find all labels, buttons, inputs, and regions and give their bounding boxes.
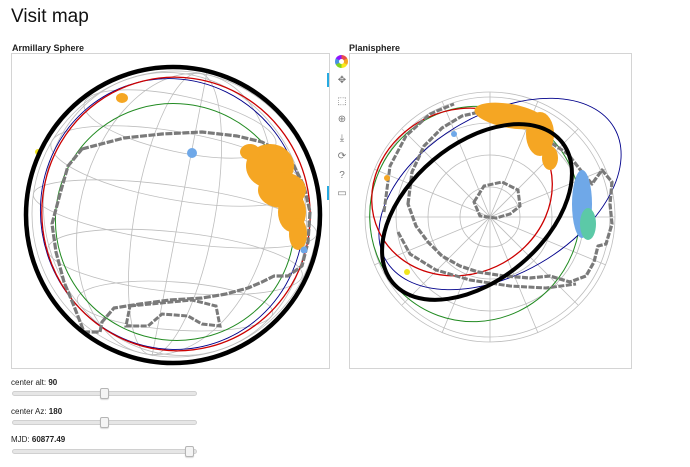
ecliptic-line [41, 76, 311, 352]
armillary-panel-title: Armillary Sphere [12, 43, 85, 53]
hover-tool-icon[interactable]: ▭ [327, 185, 353, 201]
center-az-slider-handle[interactable] [100, 417, 109, 428]
planisphere-canvas[interactable] [350, 54, 633, 370]
planisphere-visit-cluster-blue [451, 131, 596, 240]
planisphere-footprint-inner [472, 180, 522, 220]
center-az-label-text: center Az: [11, 407, 49, 416]
planisphere-plot[interactable] [349, 53, 632, 369]
box-zoom-tool-icon[interactable]: ⬚ [337, 95, 347, 107]
center-alt-slider[interactable] [12, 388, 197, 399]
planisphere-visit-cluster [474, 102, 558, 170]
mjd-slider[interactable] [12, 446, 197, 457]
mjd-label-text: MJD: [11, 435, 32, 444]
center-alt-slider-handle[interactable] [100, 388, 109, 399]
help-tool-icon[interactable]: ? [339, 169, 345, 181]
survey-footprint-inner [124, 298, 222, 328]
planisphere-horizon-line [380, 122, 574, 302]
center-alt-value: 90 [48, 378, 58, 387]
planisphere-footprint-outer [382, 102, 577, 290]
pan-tool-icon[interactable]: ✥ [327, 72, 353, 88]
armillary-sphere-canvas[interactable] [12, 54, 331, 370]
reset-tool-icon[interactable]: ⟳ [337, 150, 347, 162]
mjd-label: MJD: 60877.49 [11, 435, 65, 444]
survey-footprint [50, 130, 312, 334]
wheel-zoom-tool-icon[interactable]: ⊕ [337, 113, 347, 125]
center-alt-label-text: center alt: [11, 378, 49, 387]
visit-point-blue [187, 148, 197, 158]
horizon-line [23, 64, 323, 366]
mjd-slider-handle[interactable] [185, 446, 194, 457]
planisphere-meridian-line [378, 97, 622, 291]
mjd-value: 60877.49 [31, 435, 66, 444]
bokeh-logo-icon[interactable] [335, 55, 348, 68]
planisphere-moon-marker [404, 269, 410, 275]
armillary-plot[interactable] [11, 53, 330, 369]
planisphere-orange-marker [384, 175, 390, 181]
center-az-label: center Az: 180 [11, 407, 62, 416]
center-az-slider[interactable] [12, 417, 197, 428]
visit-cluster [116, 93, 307, 250]
visit-point-blue-small [300, 246, 308, 254]
center-alt-label: center alt: 90 [11, 378, 57, 387]
center-az-value: 180 [48, 407, 63, 416]
plot-toolbar: ✥ ⬚ ⊕ ⤓ ⟳ ? ▭ [327, 54, 353, 204]
save-tool-icon[interactable]: ⤓ [339, 132, 345, 144]
page-title: Visit map [11, 6, 89, 27]
planisphere-panel-title: Planisphere [349, 43, 401, 53]
